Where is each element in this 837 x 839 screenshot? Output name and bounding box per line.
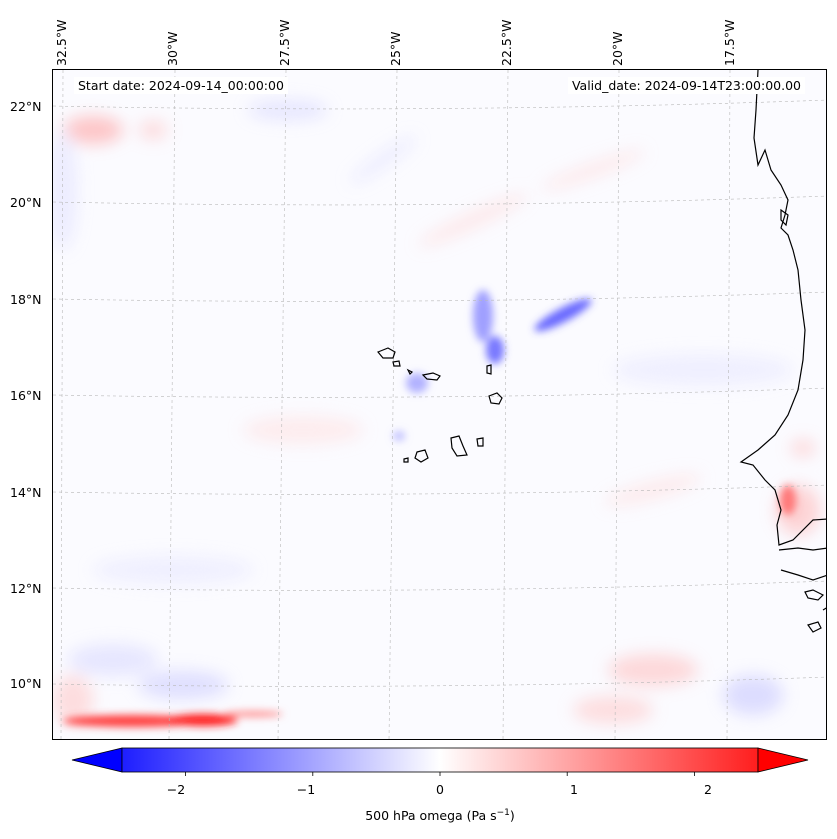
lon-label-17-5w: 17.5°W xyxy=(722,19,737,66)
fogo-island xyxy=(414,449,429,463)
omega-negative-area xyxy=(138,671,228,699)
meridian-line xyxy=(614,70,620,739)
omega-negative-area xyxy=(723,675,783,715)
colorbar-extend-left-triangle xyxy=(71,747,123,773)
parallel-line xyxy=(53,291,826,302)
boa-vista-island xyxy=(488,392,503,405)
lat-label-14n: 14°N xyxy=(10,485,42,500)
lon-label-32-5w: 32.5°W xyxy=(54,19,69,66)
omega-field-map xyxy=(53,70,826,739)
omega-positive-area xyxy=(139,121,167,139)
maio-island xyxy=(476,437,484,447)
omega-field xyxy=(53,100,820,727)
lat-label-12n: 12°N xyxy=(10,581,42,596)
omega-positive-area xyxy=(541,150,645,190)
omega-positive-area xyxy=(223,711,283,717)
colorbar-label: 500 hPa omega (Pa s−1) xyxy=(365,808,515,824)
parallel-line xyxy=(53,99,826,110)
omega-negative-area xyxy=(534,298,592,332)
lat-label-10n: 10°N xyxy=(10,676,42,691)
bissagos-island-outline xyxy=(804,589,825,601)
lon-label-30w: 30°W xyxy=(165,31,180,66)
omega-negative-area xyxy=(486,336,504,364)
start-date-text: Start date: 2024-09-14_00:00:00 xyxy=(74,77,288,94)
lon-label-22-5w: 22.5°W xyxy=(499,19,514,66)
bissagos-island-outline xyxy=(807,607,826,633)
gambia-coastline xyxy=(778,547,826,551)
omega-positive-area xyxy=(608,654,698,686)
colorbar-tick-label: −2 xyxy=(166,782,186,797)
omega-negative-area xyxy=(393,431,405,441)
santo-antao-island xyxy=(377,347,396,359)
meridian-line xyxy=(388,70,398,739)
colorbar-extend-right-triangle xyxy=(757,747,809,773)
omega-negative-area xyxy=(53,675,93,725)
meridian-line xyxy=(60,70,64,739)
africa-coastline xyxy=(739,70,826,546)
sal-island xyxy=(486,364,492,375)
meridian-line xyxy=(726,70,731,739)
omega-positive-area xyxy=(573,696,653,724)
omega-negative-area xyxy=(613,354,793,386)
colorbar-tick-label: 2 xyxy=(704,782,712,797)
omega-positive-area xyxy=(168,714,238,726)
colorbar xyxy=(71,747,809,776)
lat-label-22n: 22°N xyxy=(10,99,42,114)
meridian-line xyxy=(277,70,287,739)
colorbar-tick-label: 0 xyxy=(436,782,444,797)
lon-label-20w: 20°W xyxy=(610,31,625,66)
meridian-line xyxy=(502,70,509,739)
colorbar-tick-label: 1 xyxy=(570,782,578,797)
sao-nicolau-island xyxy=(421,372,441,381)
lon-label-27-5w: 27.5°W xyxy=(277,19,292,66)
map-panel[interactable] xyxy=(52,69,827,740)
omega-negative-area xyxy=(349,136,417,184)
omega-negative-area xyxy=(93,556,253,584)
parallel-line xyxy=(53,387,826,398)
santiago-island xyxy=(450,435,468,457)
graticule xyxy=(53,70,826,739)
brava-island xyxy=(403,457,409,463)
santa-luzia-island xyxy=(406,368,414,376)
meridian-line xyxy=(168,70,176,739)
omega-negative-area xyxy=(53,130,77,250)
valid-date-text: Valid_date: 2024-09-14T23:00:00.00 xyxy=(567,77,805,94)
sao-vicente-island xyxy=(392,360,401,367)
lon-label-25w: 25°W xyxy=(388,31,403,66)
colorbar-ticks xyxy=(185,772,695,776)
omega-positive-area xyxy=(418,193,528,247)
lat-label-16n: 16°N xyxy=(10,388,42,403)
omega-positive-area xyxy=(63,715,203,727)
omega-positive-area xyxy=(63,116,123,144)
parallel-line xyxy=(53,195,826,206)
omega-positive-area xyxy=(243,416,363,444)
lat-label-20n: 20°N xyxy=(10,195,42,210)
guinea-bissau-coastline xyxy=(780,569,826,581)
colorbar-tick-label: −1 xyxy=(296,782,316,797)
omega-positive-area xyxy=(780,485,796,515)
omega-negative-area xyxy=(68,644,158,676)
colorbar-gradient xyxy=(121,747,759,773)
coastlines xyxy=(377,70,826,633)
omega-negative-area xyxy=(406,373,428,393)
omega-negative-area xyxy=(248,100,328,120)
omega-positive-area xyxy=(791,440,815,456)
coastal-island-outline xyxy=(780,208,789,227)
lat-label-18n: 18°N xyxy=(10,292,42,307)
parallel-line xyxy=(53,484,826,495)
omega-negative-area xyxy=(473,290,493,342)
